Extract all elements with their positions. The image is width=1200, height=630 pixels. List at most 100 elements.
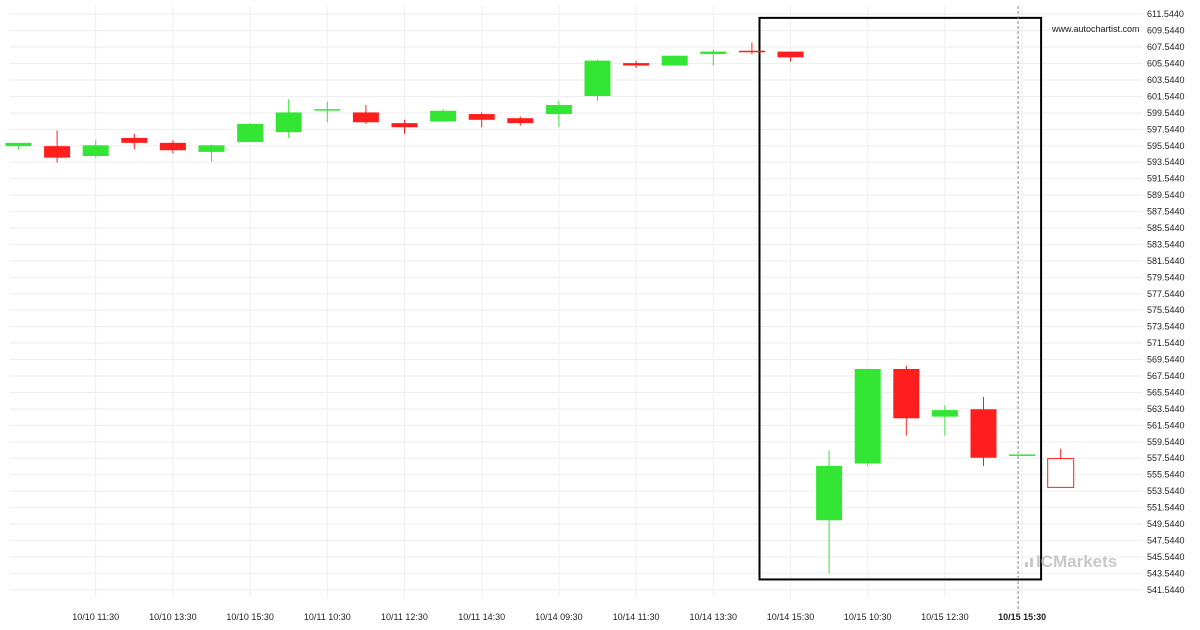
candle (391, 119, 418, 134)
candle (82, 140, 109, 158)
candle-body (275, 112, 302, 133)
candle-body (468, 114, 495, 120)
candle-body (816, 465, 843, 521)
y-tick-label: 607.5440 (1147, 42, 1185, 52)
y-tick-label: 577.5440 (1147, 289, 1185, 299)
y-tick-label: 561.5440 (1147, 420, 1185, 430)
x-tick-label: 10/14 15:30 (767, 612, 815, 622)
y-tick-label: 601.5440 (1147, 91, 1185, 101)
candle (507, 116, 534, 126)
candle (198, 144, 225, 162)
candle (623, 60, 650, 69)
y-tick-label: 553.5440 (1147, 486, 1185, 496)
candle-body (82, 145, 109, 157)
highlight-box-layer (758, 6, 1043, 612)
y-tick-label: 541.5440 (1147, 585, 1185, 595)
candle-body (352, 112, 379, 123)
candle (816, 450, 843, 574)
candle (44, 130, 71, 163)
candle-body (623, 63, 650, 66)
candle-body (584, 60, 611, 96)
x-tick-label: 10/11 12:30 (381, 612, 428, 622)
x-tick-label: 10/15 10:30 (844, 612, 892, 622)
x-tick-label: 10/10 13:30 (149, 612, 197, 622)
candle-body (121, 137, 148, 143)
y-tick-label: 597.5440 (1147, 124, 1185, 134)
brand-logo-text: ICMarkets (1036, 552, 1117, 571)
y-tick-label: 609.5440 (1147, 26, 1185, 36)
y-tick-label: 605.5440 (1147, 59, 1185, 69)
y-tick-label: 543.5440 (1147, 568, 1185, 578)
candle-body (1009, 454, 1036, 456)
y-tick-label: 599.5440 (1147, 108, 1185, 118)
candle-body (198, 145, 225, 152)
watermark-text: www.autochartist.com (1051, 24, 1140, 34)
x-tick-label: 10/10 15:30 (226, 612, 274, 622)
y-tick-label: 593.5440 (1147, 157, 1185, 167)
candle (661, 55, 688, 66)
y-tick-label: 579.5440 (1147, 272, 1185, 282)
candle-body (507, 118, 534, 124)
candle (430, 109, 457, 122)
candle-body (700, 51, 727, 55)
candle-body (237, 123, 264, 143)
y-tick-label: 547.5440 (1147, 535, 1185, 545)
x-tick-label: 10/10 11:30 (72, 612, 119, 622)
y-tick-label: 545.5440 (1147, 552, 1185, 562)
candle (584, 59, 611, 101)
candle (468, 112, 495, 128)
candle-body (314, 109, 341, 111)
y-tick-label: 603.5440 (1147, 75, 1185, 85)
candle (352, 105, 379, 124)
y-tick-label: 555.5440 (1147, 470, 1185, 480)
candle (5, 142, 32, 150)
y-tick-label: 611.5440 (1147, 9, 1184, 19)
y-tick-label: 559.5440 (1147, 437, 1185, 447)
y-tick-label: 581.5440 (1147, 256, 1185, 266)
candle (545, 100, 572, 128)
x-tick-label: 10/11 10:30 (304, 612, 351, 622)
candle (854, 368, 881, 466)
y-tick-label: 567.5440 (1147, 371, 1185, 381)
candle-body (931, 410, 958, 417)
candle-body (893, 368, 920, 419)
candle-body (777, 51, 804, 58)
brand-logo: ICMarkets (1025, 552, 1117, 571)
candle-body (5, 142, 32, 147)
y-tick-label: 551.5440 (1147, 503, 1185, 513)
y-tick-label: 583.5440 (1147, 239, 1185, 249)
candle (1047, 448, 1075, 488)
candle-body (430, 110, 457, 122)
candle-body (391, 123, 418, 128)
x-tick-label: 10/14 13:30 (690, 612, 738, 622)
y-tick-label: 575.5440 (1147, 305, 1185, 315)
candle-body (970, 409, 997, 458)
candle-body (1047, 458, 1075, 488)
y-tick-label: 557.5440 (1147, 453, 1185, 463)
candle-body (44, 146, 71, 158)
candle (121, 133, 148, 150)
x-axis: 10/10 11:30 10/10 13:30 10/10 15:30 10/11 1… (72, 612, 1046, 622)
candle (275, 99, 302, 138)
y-tick-label: 563.5440 (1147, 404, 1185, 414)
candle-body (738, 50, 765, 53)
y-tick-label: 587.5440 (1147, 207, 1185, 217)
candle (777, 51, 804, 62)
candle (738, 42, 765, 55)
candles (5, 42, 1075, 574)
y-tick-label: 589.5440 (1147, 190, 1185, 200)
candle-body (159, 142, 186, 151)
y-tick-label: 549.5440 (1147, 519, 1185, 529)
y-tick-label: 571.5440 (1147, 338, 1185, 348)
y-tick-label: 565.5440 (1147, 387, 1185, 397)
candle-body (545, 105, 572, 115)
y-axis: 611.5440 609.5440 607.5440 605.5440 603.5440… (1147, 9, 1185, 595)
candle-body (661, 55, 688, 66)
x-tick-label: 10/14 11:30 (613, 612, 660, 622)
x-tick-label: 10/15 12:30 (921, 612, 969, 622)
x-tick-label: 10/11 14:30 (458, 612, 505, 622)
candle (893, 365, 920, 436)
y-tick-label: 569.5440 (1147, 355, 1185, 365)
y-tick-label: 585.5440 (1147, 223, 1185, 233)
